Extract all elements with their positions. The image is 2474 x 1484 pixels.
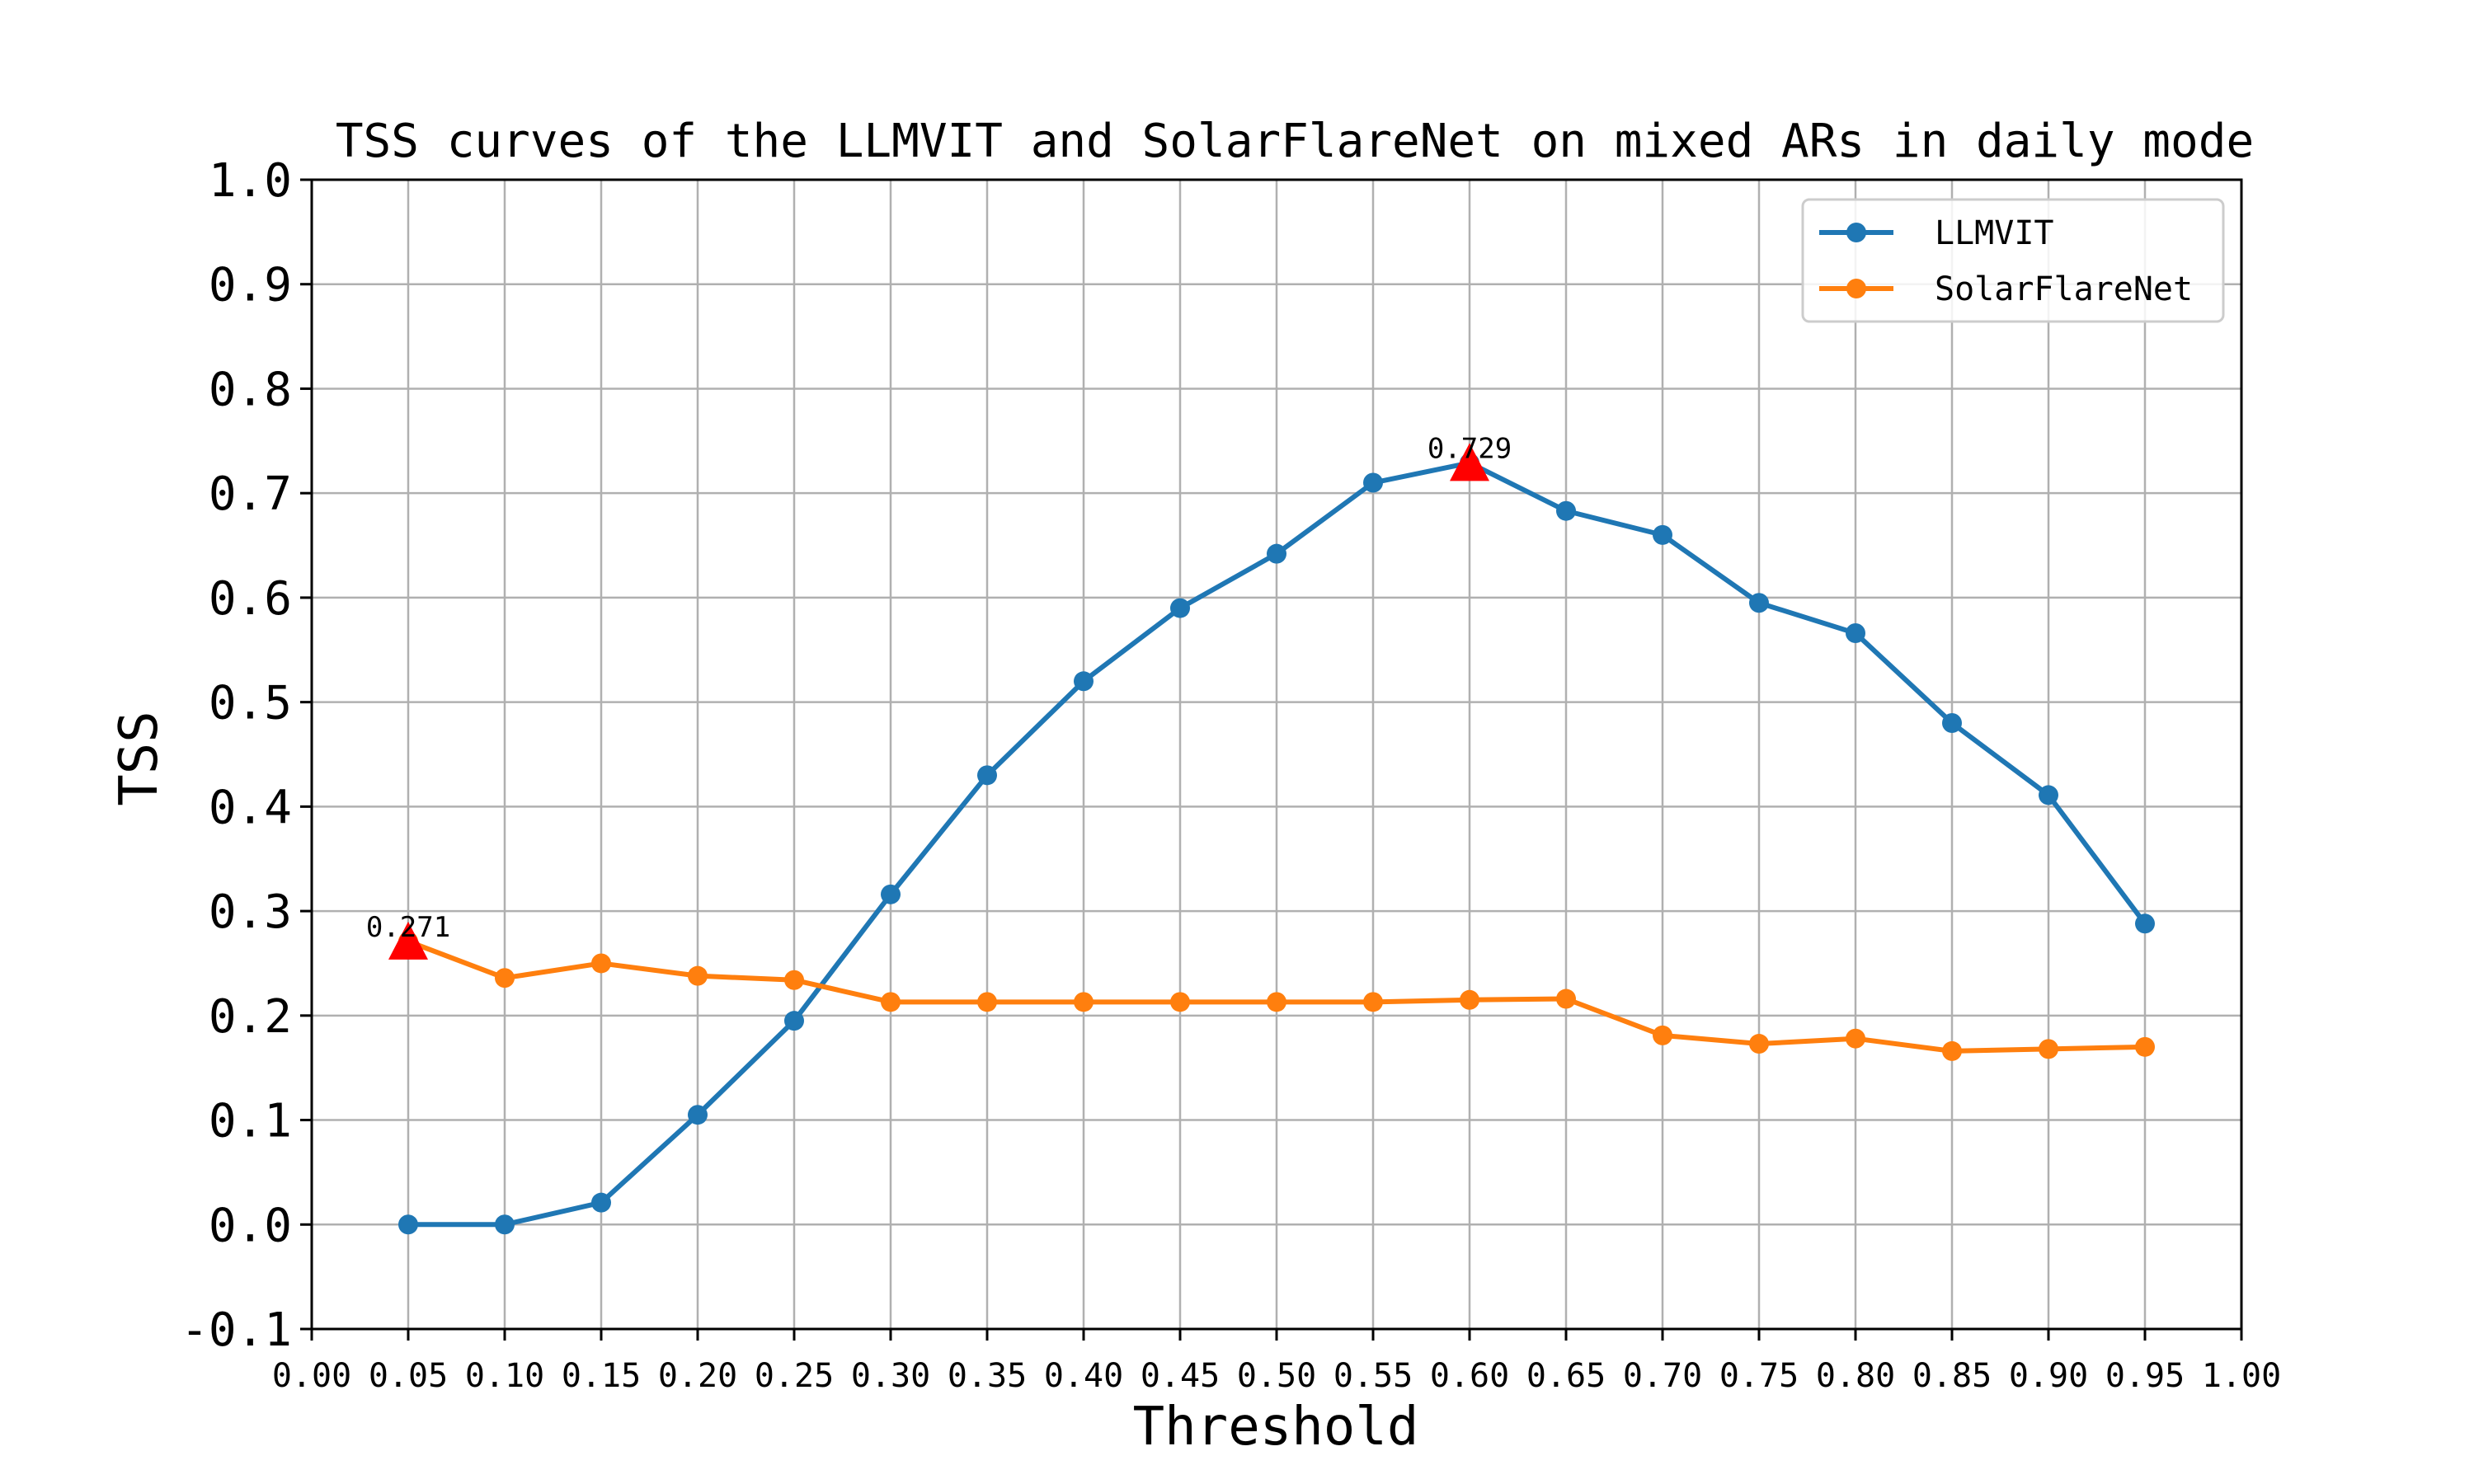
x-tick-label: 0.10 [465, 1357, 544, 1395]
data-point [1363, 992, 1383, 1012]
x-tick-label: 0.30 [851, 1357, 930, 1395]
max-marker-triangle [1450, 443, 1489, 481]
data-point [1170, 992, 1190, 1012]
data-point [881, 992, 901, 1012]
annotation-layer: 0.729 0.271 [366, 432, 1512, 960]
y-tick-label: 0.4 [209, 781, 292, 834]
x-tick-label: 0.80 [1816, 1357, 1895, 1395]
y-tick-label: 0.6 [209, 572, 292, 626]
x-tick-label: 0.05 [369, 1357, 448, 1395]
data-point [1556, 500, 1576, 521]
data-point [1653, 1025, 1672, 1045]
data-point [1942, 1040, 1962, 1061]
data-point [2039, 785, 2058, 805]
x-tick-label: 1.00 [2202, 1357, 2281, 1395]
y-tick-label: 0.9 [209, 259, 292, 312]
x-axis-label: Threshold [1133, 1397, 1419, 1458]
x-tick-label: 0.95 [2105, 1357, 2185, 1395]
x-tick-label: 0.70 [1623, 1357, 1702, 1395]
legend-marker [1846, 279, 1866, 298]
data-point [977, 765, 997, 786]
data-point [881, 884, 901, 904]
data-point [1267, 992, 1286, 1012]
max-marker-triangle [388, 921, 428, 960]
data-point [688, 965, 708, 986]
x-tick-label: 0.50 [1237, 1357, 1316, 1395]
x-tick-label: 0.90 [2009, 1357, 2088, 1395]
legend-marker [1846, 223, 1866, 242]
x-tick-label: 0.15 [562, 1357, 641, 1395]
data-point [1556, 989, 1576, 1009]
y-tick-label: 0.8 [209, 363, 292, 416]
data-point [1170, 598, 1190, 618]
data-point [1846, 1028, 1865, 1049]
legend: LLMVIT SolarFlareNet [1801, 198, 2225, 323]
data-point [398, 1214, 418, 1235]
x-tick-label: 0.60 [1430, 1357, 1509, 1395]
x-tick-label: 0.35 [948, 1357, 1027, 1395]
data-point [784, 970, 804, 990]
data-point [495, 968, 515, 989]
y-axis-label: TSS [109, 711, 170, 806]
x-tick-label: 0.40 [1044, 1357, 1123, 1395]
data-point [1363, 472, 1383, 493]
y-tick-label: 0.0 [209, 1199, 292, 1252]
data-point [1749, 1034, 1769, 1054]
legend-box [1801, 198, 2225, 323]
legend-item: LLMVIT [1819, 214, 2054, 252]
data-point [2039, 1039, 2058, 1059]
data-point [1749, 593, 1769, 613]
y-tick-label: 0.1 [209, 1095, 292, 1148]
max-value-label: 0.729 [1427, 432, 1512, 465]
y-tick-label: 0.3 [209, 885, 292, 939]
y-tick-label: 0.2 [209, 990, 292, 1044]
y-tick-label: 0.5 [209, 677, 292, 730]
x-tick-label: 0.00 [272, 1357, 351, 1395]
data-point [1460, 989, 1479, 1010]
x-tick-label: 0.20 [658, 1357, 737, 1395]
data-point [1267, 543, 1286, 564]
x-tick-label: 0.75 [1719, 1357, 1799, 1395]
data-point [688, 1105, 708, 1125]
x-tick-label: 0.85 [1912, 1357, 1992, 1395]
legend-label: LLMVIT [1935, 214, 2054, 252]
y-tick-label: 1.0 [209, 154, 292, 208]
data-point [784, 1011, 804, 1031]
series-layer [398, 453, 2155, 1235]
y-tick-label: 0.7 [209, 467, 292, 521]
data-point [1942, 712, 1962, 733]
data-point [1074, 671, 1094, 692]
chart-title: TSS curves of the LLMVIT and SolarFlareN… [336, 115, 2254, 168]
data-point [591, 1192, 611, 1213]
legend-item: SolarFlareNet [1819, 270, 2193, 308]
data-point [2135, 1036, 2155, 1057]
max-value-label: 0.271 [366, 911, 450, 944]
grid-lines [310, 178, 2243, 1331]
data-point [977, 992, 997, 1012]
data-point [2135, 913, 2155, 934]
x-tick-label: 0.65 [1526, 1357, 1606, 1395]
data-point [591, 953, 611, 974]
data-point [1653, 524, 1672, 545]
axis-ticks: 0.00 0.05 0.10 0.15 0.20 0.25 0.30 0.35 0.40 0.45… [181, 154, 2281, 1395]
x-tick-label: 0.55 [1333, 1357, 1413, 1395]
data-point [1074, 992, 1094, 1012]
data-point [495, 1214, 515, 1235]
data-point [1846, 622, 1865, 643]
x-tick-label: 0.25 [755, 1357, 834, 1395]
x-tick-label: 0.45 [1141, 1357, 1220, 1395]
y-tick-label: -0.1 [181, 1303, 292, 1357]
legend-label: SolarFlareNet [1935, 270, 2193, 308]
series-llmvit [398, 453, 2155, 1235]
